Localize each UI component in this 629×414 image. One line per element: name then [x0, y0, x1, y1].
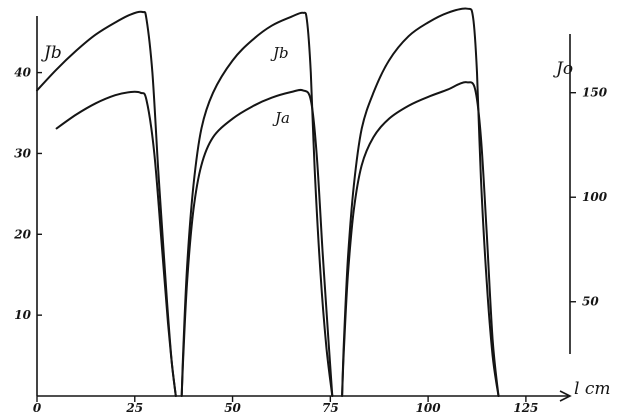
x-axis-label: l cm	[574, 379, 610, 399]
left-y-tick-label: 20	[13, 227, 31, 241]
x-tick-label: 0	[33, 401, 42, 414]
left-y-tick-label: 40	[14, 66, 31, 80]
right-y-axis-label: Jo	[553, 59, 573, 79]
x-tick-label: 75	[322, 401, 339, 414]
series-label-jb: Jb	[270, 44, 289, 62]
right-y-tick-label: 50	[582, 295, 599, 309]
x-tick-label: 100	[416, 401, 442, 414]
left-y-axis-label: Jb	[41, 43, 62, 63]
series-jb-segment-2	[180, 11, 334, 397]
series-jb-segment-1	[36, 10, 177, 397]
ticks: 0 25 50 75 100 125 10 20 30 40 50 100 150	[13, 66, 607, 414]
x-tick-label: 125	[513, 401, 538, 414]
series-label-ja: Ja	[272, 109, 290, 127]
axes	[36, 16, 572, 402]
curves	[36, 7, 500, 397]
x-tick-label: 25	[125, 401, 143, 414]
right-y-tick-label: 100	[582, 190, 608, 204]
series-ja-segment-2	[180, 88, 334, 397]
series-ja-segment-1	[55, 90, 177, 397]
series-jb-segment-3	[341, 7, 500, 397]
left-y-tick-label: 10	[14, 308, 31, 322]
series-ja-segment-3	[341, 81, 500, 397]
x-axis-arrow	[559, 390, 572, 402]
left-y-tick-label: 30	[14, 146, 31, 160]
right-y-tick-label: 150	[582, 86, 608, 100]
x-tick-label: 50	[224, 401, 241, 414]
